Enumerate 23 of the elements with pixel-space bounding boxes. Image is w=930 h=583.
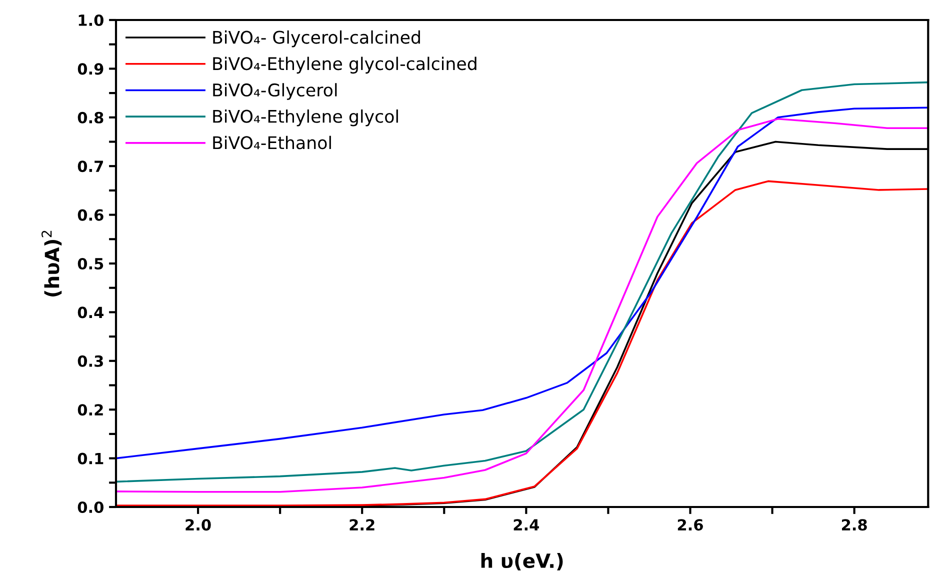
y-tick-label: 0.7	[78, 160, 103, 172]
y-tick-label: 0.6	[78, 209, 104, 221]
y-tick-label: 0.2	[78, 404, 103, 416]
x-tick-label: 2.4	[514, 519, 539, 530]
y-tick-label: 0.5	[78, 258, 104, 270]
x-axis-title: h υ(eV.)	[481, 553, 563, 570]
y-tick-label: 0.4	[78, 306, 104, 318]
legend-label: BiVO₄-Ethylene glycol	[213, 109, 398, 126]
y-tick-label: 0.3	[78, 355, 103, 367]
x-tick-label: 2.6	[678, 519, 703, 531]
y-tick-label: 0.9	[78, 63, 104, 75]
x-tick-label: 2.8	[842, 519, 867, 531]
legend-label: BiVO₄-Ethylene glycol-calcined	[213, 56, 476, 74]
x-tick-label: 2.0	[186, 519, 211, 531]
y-tick-label: 0.8	[78, 112, 104, 124]
x-tick-label: 2.2	[350, 519, 374, 530]
y-tick-label: 0.1	[78, 452, 104, 464]
y-tick-label: 1.0	[78, 14, 104, 26]
legend-label: BiVO₄-Glycerol	[213, 83, 337, 100]
legend-label: BiVO₄- Glycerol-calcined	[213, 30, 420, 48]
y-tick-label: 0.0	[78, 501, 104, 514]
y-axis-title: (hυA)$^{2}$	[42, 230, 62, 296]
legend-label: BiVO₄-Ethanol	[213, 136, 331, 150]
